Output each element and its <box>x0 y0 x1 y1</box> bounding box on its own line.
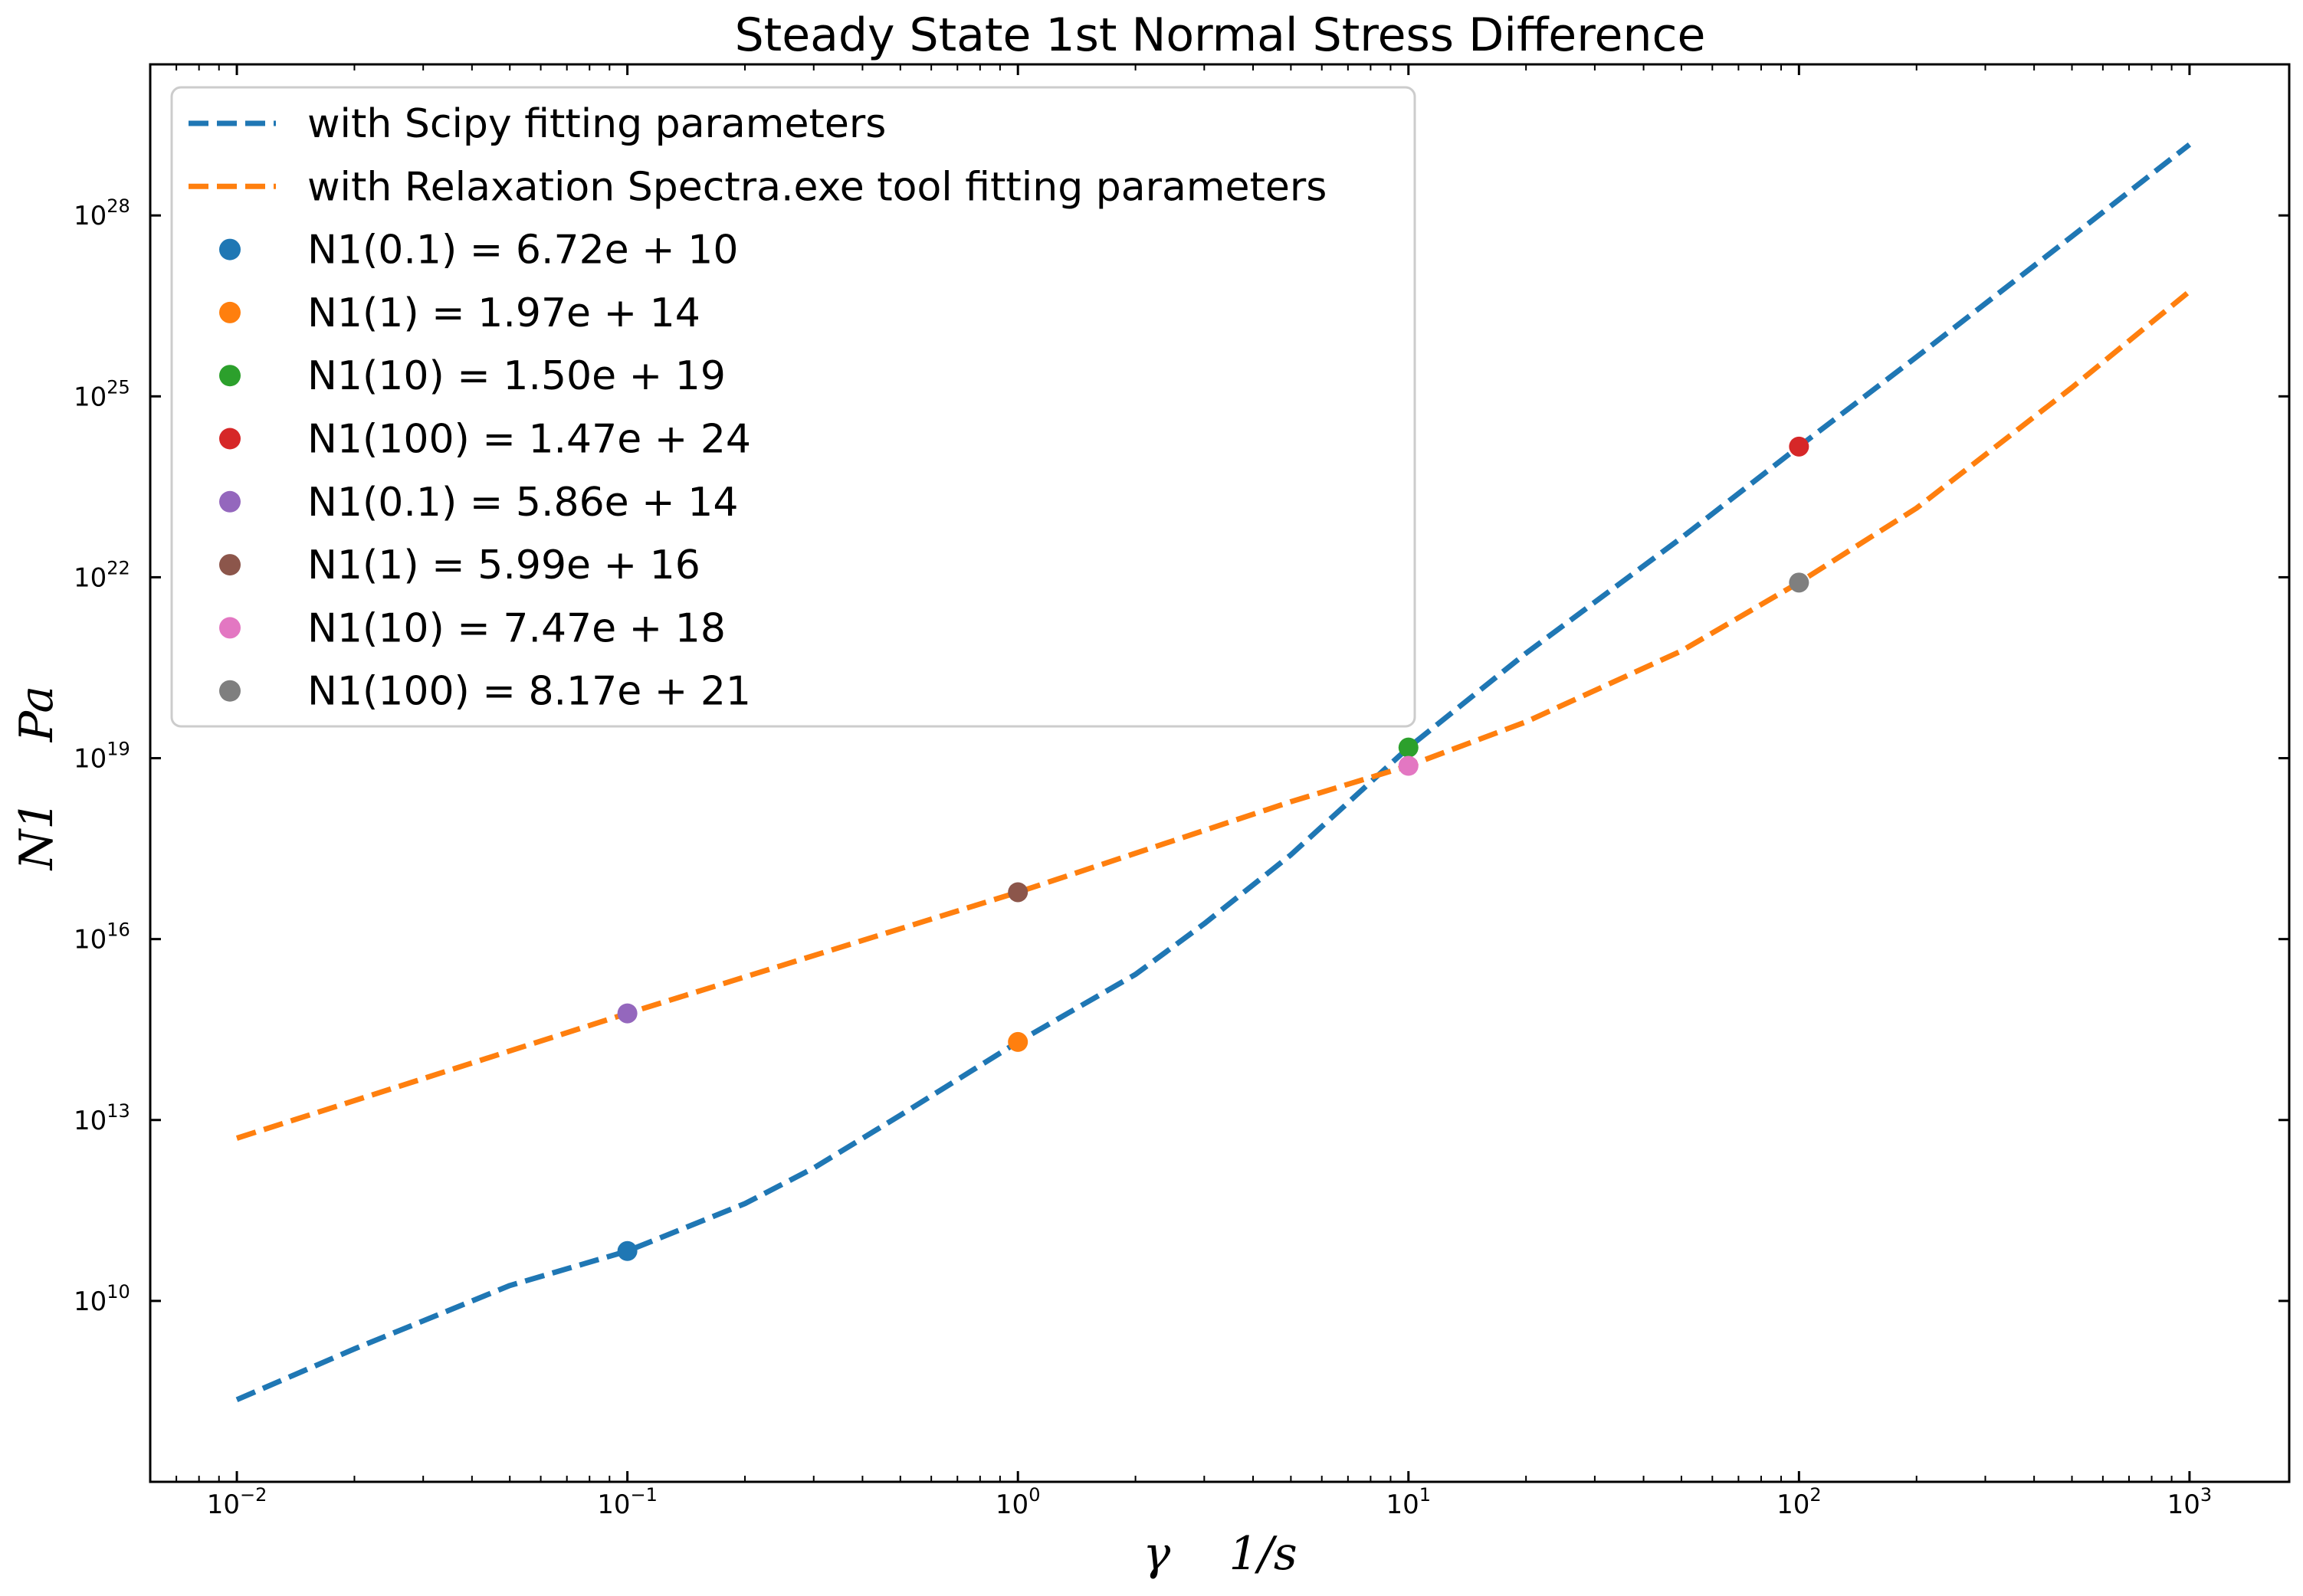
y-tick-exponent: 28 <box>107 195 130 217</box>
x-tick-label: 101 <box>1386 1484 1431 1520</box>
legend-point-label-7: N1(10) = 7.47e + 18 <box>307 605 726 651</box>
y-tick-label: 1016 <box>74 919 130 955</box>
legend-point-marker-6 <box>219 554 241 576</box>
legend-point-marker-7 <box>219 617 241 639</box>
axis-ticks: 10−2 10−1 100 101 102 10310101013101610191022… <box>74 64 2289 1520</box>
x-tick-exponent: 1 <box>1419 1484 1431 1506</box>
x-tick-label: 10−1 <box>597 1484 658 1520</box>
legend-point-marker-3 <box>219 365 241 387</box>
x-tick-exponent: 0 <box>1028 1484 1040 1506</box>
series-line-2 <box>235 289 2192 1141</box>
y-tick-exponent: 25 <box>107 376 130 398</box>
legend-point-marker-5 <box>219 490 241 513</box>
data-point-2 <box>1008 1031 1028 1052</box>
legend-box <box>170 86 1416 728</box>
x-tick-label: 100 <box>996 1484 1041 1520</box>
legend-point-label-1: N1(0.1) = 6.72e + 10 <box>307 228 738 274</box>
x-tick-exponent: −2 <box>240 1484 267 1506</box>
legend-point-label-8: N1(100) = 8.17e + 21 <box>307 669 751 715</box>
x-tick-label: 103 <box>2167 1484 2213 1520</box>
y-axis-label: N1 Pa <box>10 686 64 871</box>
y-tick-label: 1019 <box>74 739 130 775</box>
data-point-3 <box>1398 737 1419 758</box>
legend-point-label-6: N1(1) = 5.99e + 16 <box>307 542 700 588</box>
series-line-1 <box>235 142 2192 1403</box>
y-tick-exponent: 19 <box>107 739 130 760</box>
x-tick-exponent: 3 <box>2200 1484 2212 1506</box>
legend-label-1: with Scipy fitting parameters <box>307 101 886 147</box>
x-axis-label: γ 1/s <box>1143 1527 1297 1581</box>
legend-point-label-5: N1(0.1) = 5.86e + 14 <box>307 480 738 526</box>
data-point-8 <box>1789 572 1809 593</box>
y-tick-label: 1025 <box>74 376 130 412</box>
legend: with Scipy fitting parameters with Relaxa… <box>170 86 1416 728</box>
y-tick-exponent: 13 <box>107 1100 130 1122</box>
y-tick-exponent: 10 <box>107 1281 130 1303</box>
x-tick-label: 10−2 <box>207 1484 267 1520</box>
y-tick-exponent: 22 <box>107 557 130 578</box>
legend-point-marker-2 <box>219 301 241 323</box>
series-lines <box>235 142 2192 1403</box>
data-point-6 <box>1008 882 1028 903</box>
legend-label-2: with Relaxation Spectra.exe tool fitting… <box>307 164 1327 210</box>
legend-point-label-3: N1(10) = 1.50e + 19 <box>307 353 726 399</box>
y-tick-exponent: 16 <box>107 919 130 941</box>
y-tick-label: 1022 <box>74 557 130 593</box>
plot-frame <box>149 63 2291 1483</box>
x-tick-label: 102 <box>1776 1484 1822 1520</box>
legend-point-marker-1 <box>219 238 241 261</box>
x-tick-exponent: 2 <box>1809 1484 1821 1506</box>
data-point-7 <box>1398 755 1419 776</box>
data-point-5 <box>617 1003 638 1024</box>
data-point-4 <box>1789 436 1809 457</box>
x-tick-exponent: −1 <box>631 1484 658 1506</box>
data-points <box>617 436 1809 1261</box>
legend-point-marker-4 <box>219 428 241 450</box>
chart-title: Steady State 1st Normal Stress Differenc… <box>735 8 1706 62</box>
legend-point-label-2: N1(1) = 1.97e + 14 <box>307 290 700 336</box>
legend-point-label-4: N1(100) = 1.47e + 24 <box>307 417 751 463</box>
data-point-1 <box>617 1240 638 1261</box>
y-tick-label: 1013 <box>74 1100 130 1136</box>
y-tick-label: 1028 <box>74 195 130 231</box>
y-tick-label: 1010 <box>74 1281 130 1317</box>
legend-point-marker-8 <box>219 680 241 702</box>
